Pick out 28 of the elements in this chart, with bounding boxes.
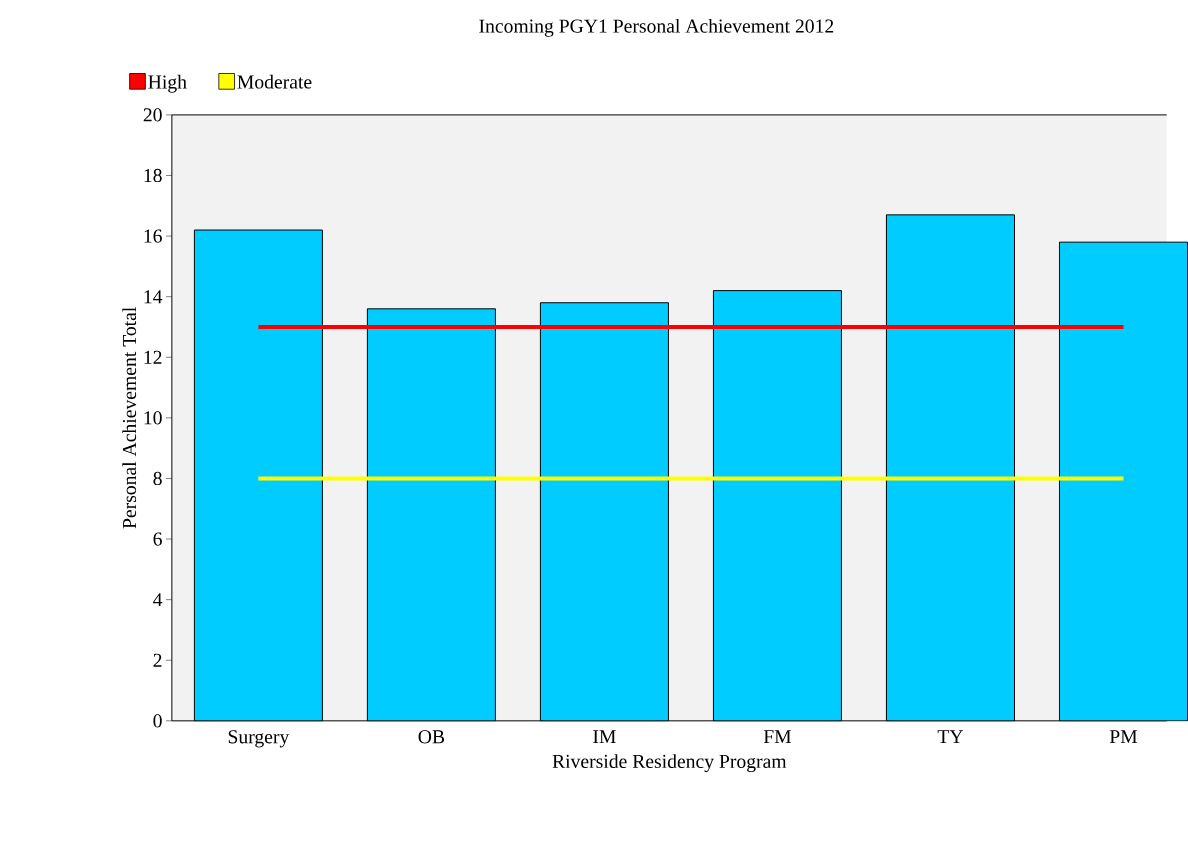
x-tick-label: IM (593, 730, 616, 743)
y-tick-label: 18 (144, 168, 162, 183)
y-tick-label: 12 (144, 350, 162, 364)
bar (367, 308, 496, 721)
y-tick-label: 0 (153, 714, 162, 728)
bar (886, 214, 1015, 721)
y-tick-label: 6 (153, 532, 162, 546)
x-tick-label: FM (763, 730, 792, 743)
chart-title: Incoming PGY1 Personal Achievement 2012 (479, 18, 834, 37)
x-axis-title: Riverside Residency Program (552, 754, 787, 772)
y-tick-label: 16 (144, 229, 162, 243)
x-tick-label: TY (937, 730, 964, 743)
legend-label: High (148, 74, 187, 93)
bar (194, 229, 323, 721)
bar (713, 290, 842, 721)
bar (1058, 241, 1188, 722)
x-tick-label: PM (1109, 730, 1138, 743)
y-axis-title: Personal Achievement Total (122, 306, 137, 529)
y-tick-label: 10 (144, 411, 162, 425)
y-tick-label: 14 (144, 290, 163, 304)
y-tick-label: 2 (153, 653, 162, 667)
y-tick-label: 20 (143, 108, 162, 122)
y-tick-label: 4 (153, 593, 163, 607)
bar (540, 302, 669, 721)
legend-label: Moderate (237, 74, 312, 89)
y-tick-label: 8 (153, 471, 162, 485)
x-tick-label: OB (418, 730, 445, 744)
x-tick-label: Surgery (228, 730, 290, 748)
